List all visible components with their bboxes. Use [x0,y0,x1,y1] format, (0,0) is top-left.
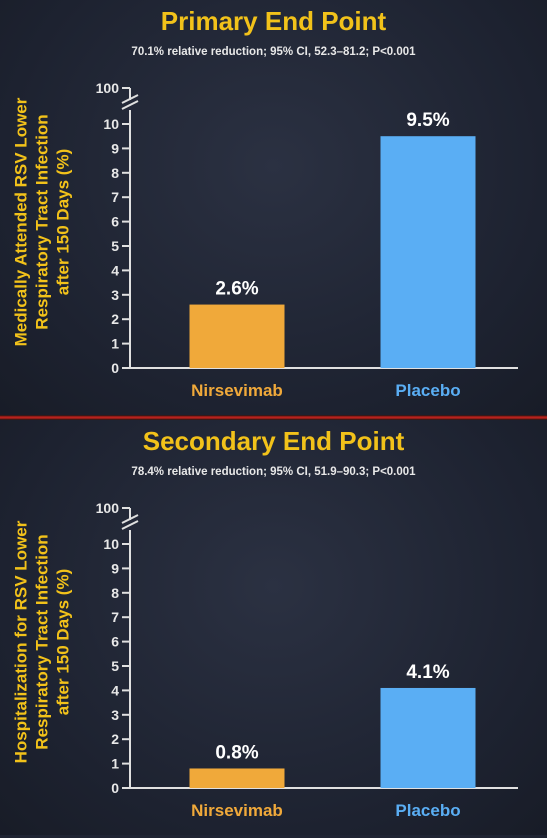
bar-data-label: 2.6% [215,279,258,300]
chart-subtitle: 78.4% relative reduction; 95% CI, 51.9–9… [131,466,416,478]
axis-break-mark [121,514,139,524]
y-tick-label: 5 [111,238,119,254]
bar [189,768,285,788]
x-category-label: Placebo [395,381,460,400]
bar [189,304,285,368]
y-tick-label: 3 [111,287,119,303]
axis-break-mark [121,100,139,110]
y-tick-label: 9 [111,140,119,156]
y-tick-label: 6 [111,214,119,230]
chart-title: Secondary End Point [142,426,405,456]
bar-data-label: 4.1% [406,662,449,683]
x-category-label: Nirsevimab [191,801,283,820]
panel-divider [0,415,547,420]
bar-chart-plot: 0 1 2 3 4 5 6 7 8 9 10 100 2.6% Nirsevimab 9.5% Placebo [96,80,518,400]
y-tick-label: 4 [111,682,119,698]
y-tick-label: 4 [111,262,119,278]
x-category-label: Nirsevimab [191,381,283,400]
y-tick-label: 7 [111,609,119,625]
x-category-label: Placebo [395,801,460,820]
chart-title: Primary End Point [160,6,387,36]
y-tick-label: 0 [111,780,119,796]
y-tick-label: 10 [103,536,119,552]
y-tick-label: 2 [111,311,119,327]
y-tick-label: 3 [111,707,119,723]
primary-endpoint-panel: Primary End Point 70.1% relative reducti… [0,0,547,415]
y-tick-label: 2 [111,731,119,747]
y-tick-label: 9 [111,560,119,576]
axis-break-mark [121,94,139,104]
y-tick-label: 100 [96,80,120,96]
y-tick-label: 1 [111,336,119,352]
bar [380,136,476,368]
secondary-endpoint-panel: Secondary End Point 78.4% relative reduc… [0,420,547,835]
axis-break-mark [121,520,139,530]
chart-subtitle: 70.1% relative reduction; 95% CI, 52.3–8… [131,46,416,58]
y-tick-label: 0 [111,360,119,376]
bar-data-label: 0.8% [215,742,258,763]
bar-chart-plot: 0 1 2 3 4 5 6 7 8 9 10 100 0.8% Nirsevimab 4.1% Placebo [96,500,518,820]
y-tick-label: 10 [103,116,119,132]
y-tick-label: 1 [111,756,119,772]
y-tick-label: 100 [96,500,120,516]
bar [380,687,476,788]
y-tick-label: 8 [111,165,119,181]
y-tick-label: 5 [111,658,119,674]
y-tick-label: 7 [111,189,119,205]
y-tick-label: 8 [111,585,119,601]
bar-data-label: 9.5% [406,110,449,131]
y-tick-label: 6 [111,634,119,650]
